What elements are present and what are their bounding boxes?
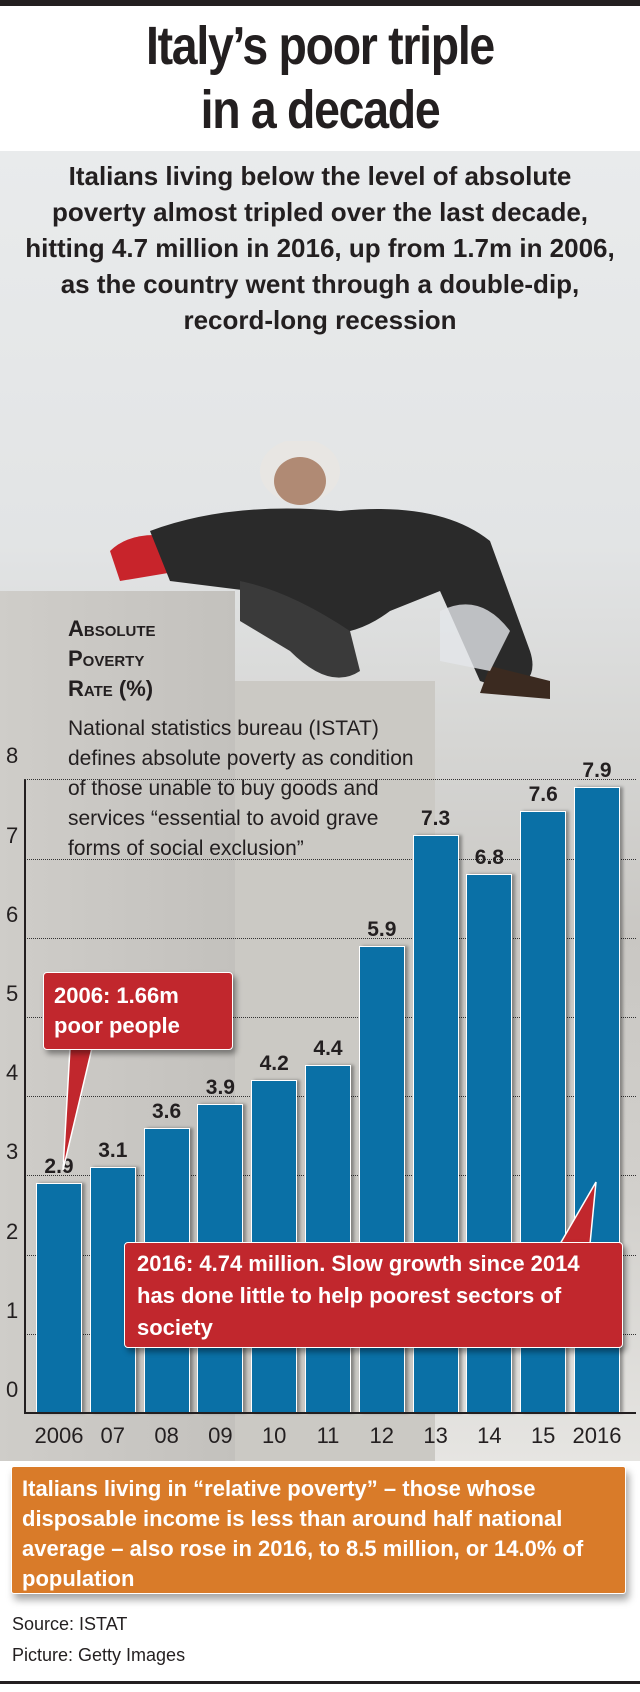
value-label: 4.4	[313, 1036, 343, 1060]
value-label: 7.6	[528, 783, 558, 807]
callout-2006-line: 2006: 1.66m	[54, 983, 179, 1008]
x-tick-label: 11	[316, 1423, 340, 1448]
homeless-man-photo	[110, 441, 550, 699]
y-tick-label: 2	[6, 1218, 19, 1244]
value-label: 7.3	[420, 806, 451, 830]
value-label: 3.6	[151, 1099, 182, 1123]
x-tick-label: 2016	[572, 1423, 622, 1448]
value-label: 5.9	[367, 917, 397, 941]
callout-2016: 2016: 4.74 million. Slow growth since 20…	[124, 1242, 623, 1348]
gridline	[24, 858, 636, 860]
x-tick-label: 08	[154, 1423, 179, 1448]
y-tick-label: 4	[6, 1060, 19, 1086]
source: Source: ISTAT	[12, 1614, 128, 1634]
value-label: 4.2	[259, 1052, 289, 1076]
y-tick-label: 5	[6, 981, 19, 1006]
callout-2006: 2006: 1.66m poor people	[43, 972, 233, 1050]
x-tick-label: 15	[530, 1423, 556, 1448]
x-tick-label: 2006	[34, 1423, 84, 1448]
chart-label-line: Rate (%)	[68, 676, 154, 701]
headline-line-1: Italy’s poor triple	[146, 16, 495, 76]
y-tick-label: 6	[6, 901, 19, 927]
value-label: 3.1	[98, 1139, 128, 1163]
callout-2006-line: poor people	[54, 1013, 180, 1038]
bar-2006	[36, 1183, 82, 1413]
x-tick-label: 12	[369, 1423, 395, 1448]
y-axis	[24, 780, 26, 1414]
y-tick-label: 1	[6, 1297, 19, 1323]
y-tick-label: 3	[6, 1139, 19, 1165]
headline-line-2: in a decade	[200, 80, 441, 140]
y-tick-label: 7	[6, 822, 19, 848]
bar-11	[305, 1064, 351, 1413]
definition-text: National statistics bureau (ISTAT) defin…	[68, 717, 414, 860]
chart-label-line: Poverty	[68, 646, 145, 671]
value-label: 3.9	[205, 1076, 235, 1100]
x-axis	[24, 1412, 636, 1414]
x-tick-label: 07	[100, 1423, 126, 1448]
headline: Italy’s poor triple in a decade	[45, 14, 595, 142]
x-tick-label: 09	[208, 1423, 233, 1448]
x-tick-label: 14	[477, 1423, 502, 1448]
value-label: 7.9	[582, 759, 612, 783]
chart-label-line: Absolute	[68, 616, 156, 641]
gridline	[24, 779, 636, 781]
value-label: 2.9	[44, 1155, 74, 1179]
y-tick-label: 0	[6, 1377, 19, 1402]
gridline	[24, 1017, 636, 1018]
x-tick-label: 10	[261, 1423, 287, 1448]
x-tick-label: 13	[423, 1423, 448, 1448]
chart-label: Absolute Poverty Rate (%)	[68, 614, 156, 704]
y-tick-label: 8	[6, 743, 19, 769]
subtitle: Italians living below the level of absol…	[25, 161, 615, 335]
picture-credit: Picture: Getty Images	[12, 1645, 186, 1665]
value-label: 6.8	[474, 846, 504, 870]
relative-poverty-note: Italians living in “relative poverty” – …	[11, 1466, 626, 1594]
gridline	[24, 937, 636, 939]
bottom-rule	[0, 1681, 640, 1684]
top-rule	[0, 0, 640, 6]
